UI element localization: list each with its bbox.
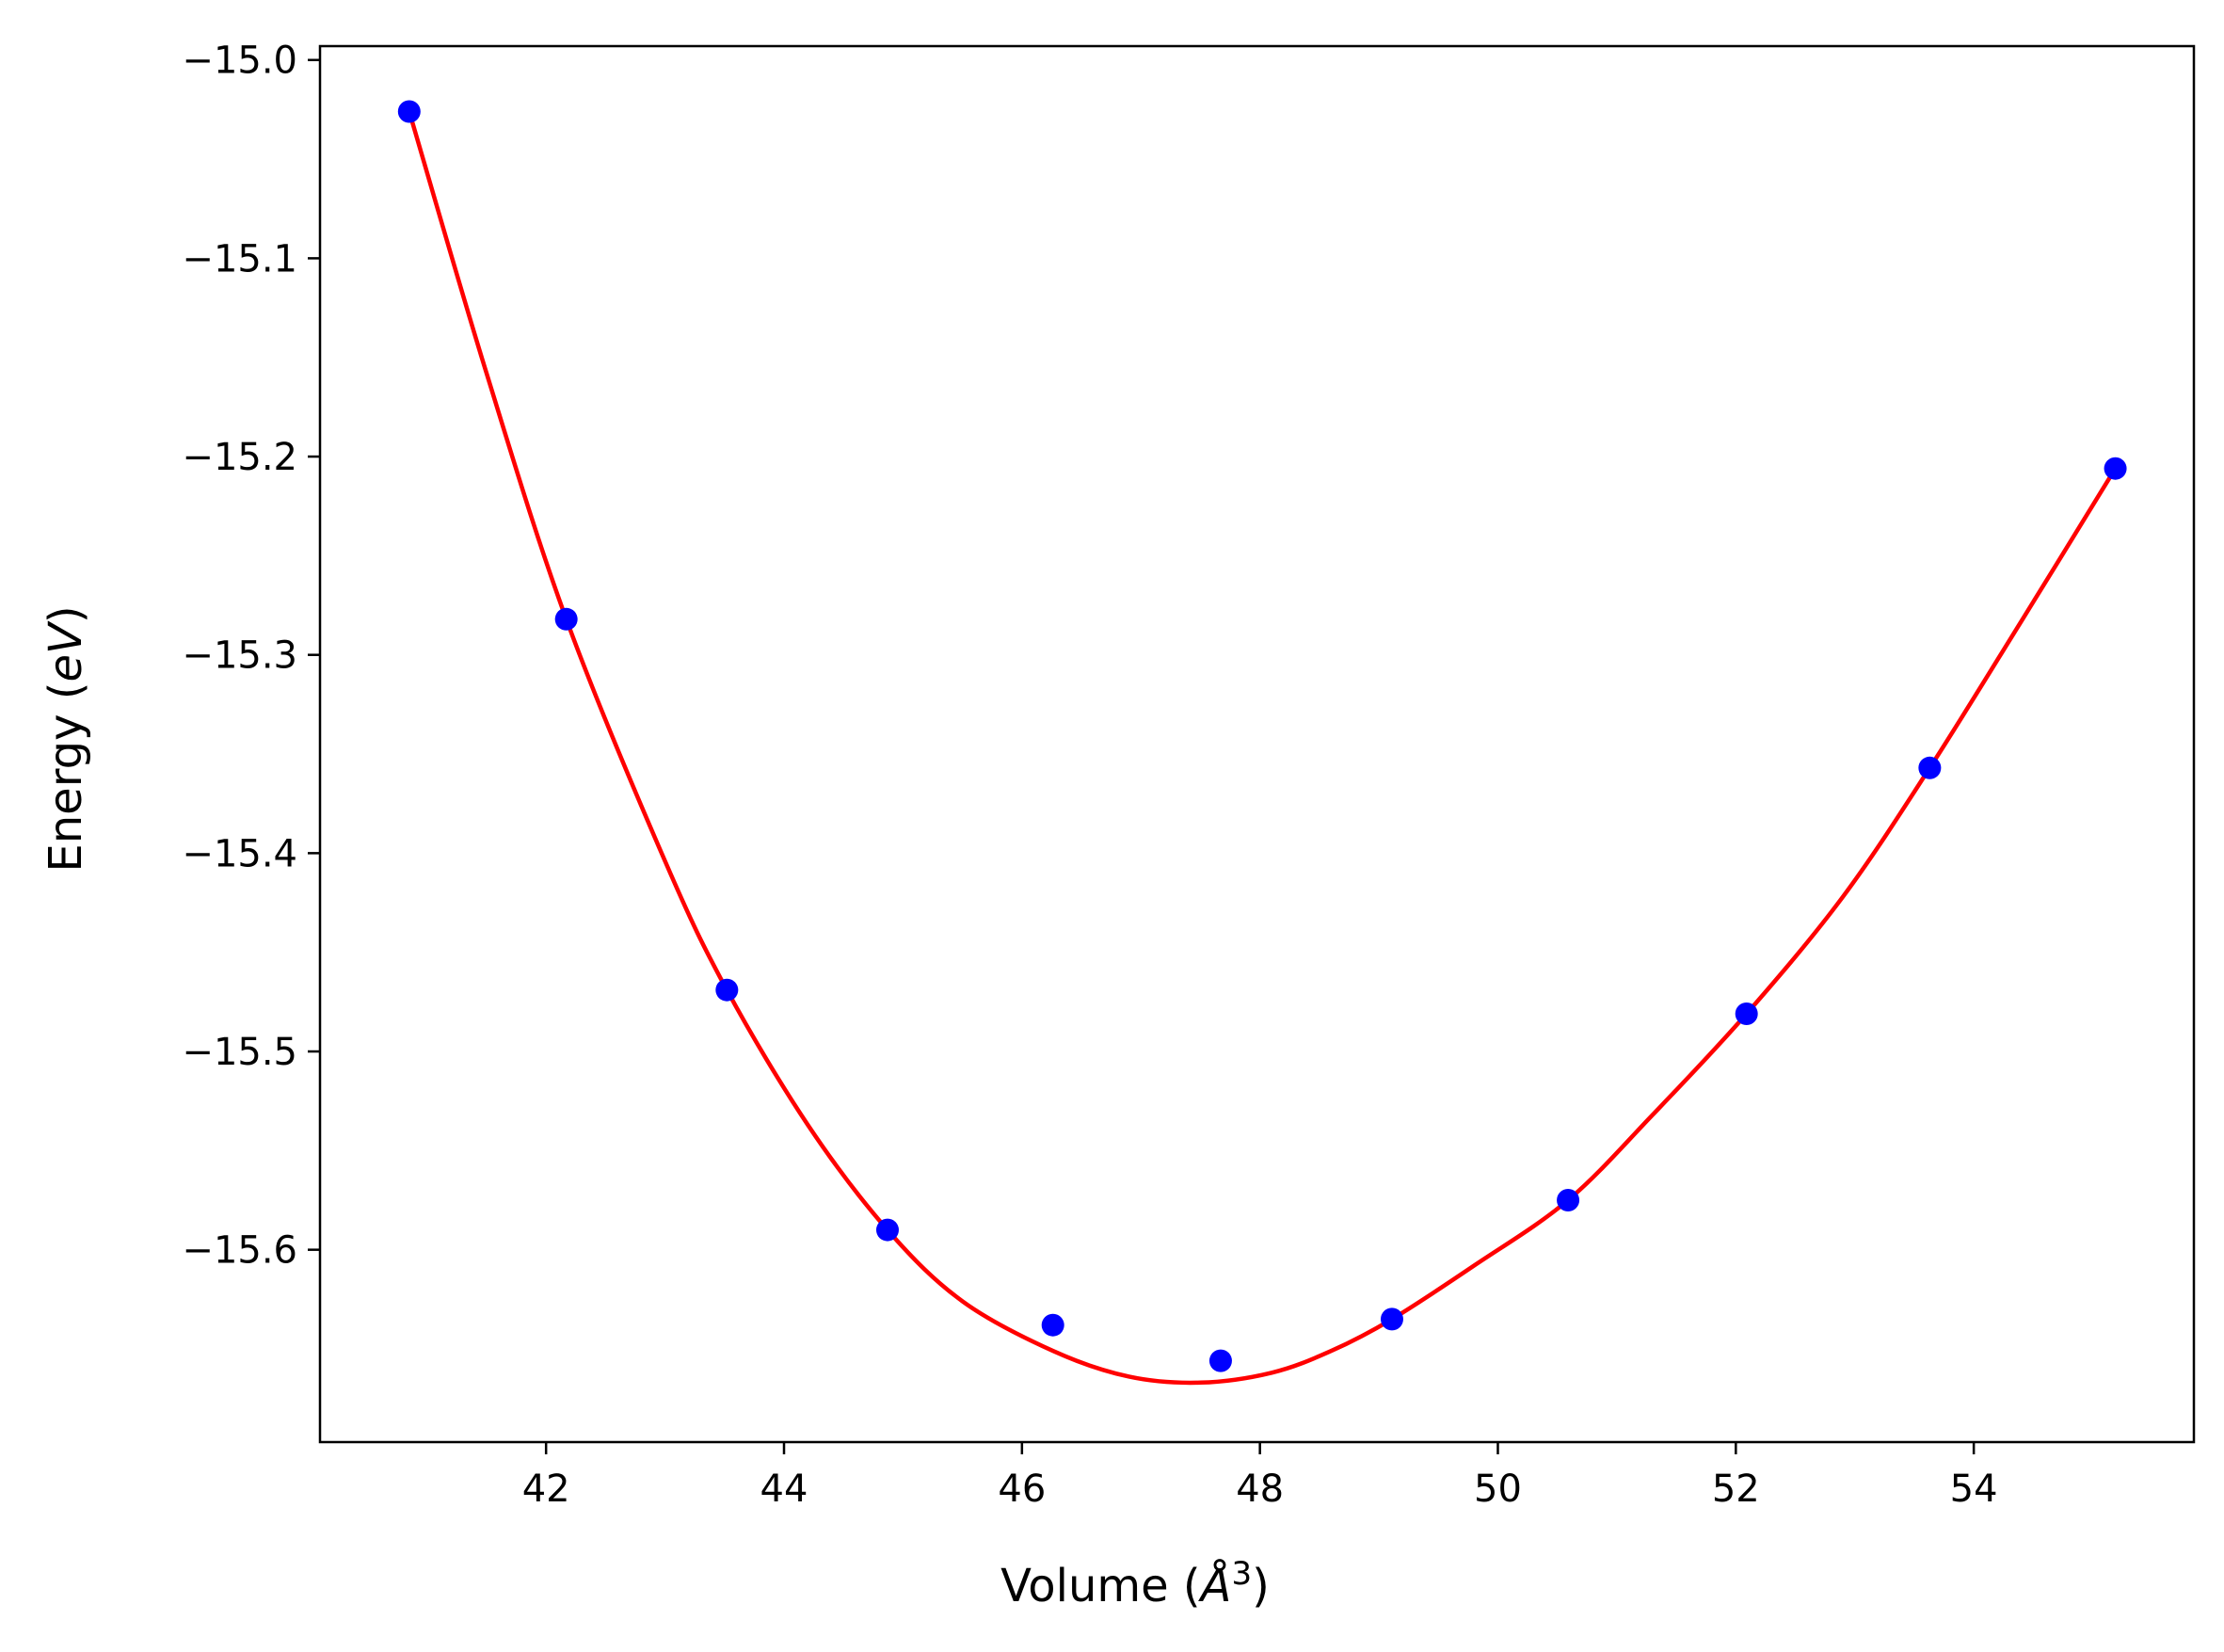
y-tick-label: −15.3 — [182, 634, 297, 678]
y-axis-label-main: Energy ( — [40, 682, 92, 873]
y-tick-label: −15.1 — [182, 237, 297, 281]
y-tick-label: −15.2 — [182, 436, 297, 479]
x-axis-label-unit: Å — [1198, 1559, 1232, 1612]
y-tick-label: −15.6 — [182, 1229, 297, 1273]
data-point — [1208, 1349, 1232, 1372]
x-axis-label: Volume (Å3) — [1000, 1555, 1270, 1612]
y-tick-label: −15.0 — [182, 40, 297, 83]
data-point — [2104, 457, 2127, 480]
data-point — [715, 978, 739, 1002]
x-axis-label-main: Volume ( — [1000, 1560, 1201, 1612]
data-point — [1557, 1189, 1580, 1212]
plot-area — [397, 100, 2127, 1386]
data-point — [1918, 756, 1942, 779]
x-axis-label-exponent: 3 — [1231, 1555, 1252, 1593]
y-axis-label-close: ) — [40, 605, 92, 623]
data-point — [1735, 1002, 1758, 1025]
x-tick-label: 46 — [998, 1468, 1046, 1511]
x-tick-label: 48 — [1236, 1468, 1284, 1511]
x-tick-label: 52 — [1712, 1468, 1760, 1511]
x-tick-label: 54 — [1950, 1468, 1998, 1511]
plot-frame — [318, 44, 2196, 1444]
data-point — [875, 1218, 899, 1242]
x-tick-label: 42 — [522, 1468, 570, 1511]
y-axis-ticks: −15.0 −15.1 −15.2 −15.3 −15.4 −15.5 −15.6 — [182, 40, 320, 1273]
x-axis-ticks: 42 44 46 48 50 52 54 — [522, 1442, 1998, 1511]
fit-curve-line — [407, 110, 2118, 1386]
x-axis-label-close: ) — [1252, 1560, 1270, 1612]
y-tick-label: −15.5 — [182, 1031, 297, 1074]
x-tick-label: 44 — [760, 1468, 808, 1511]
y-axis-label-unit: eV — [40, 620, 92, 682]
data-point — [1380, 1307, 1403, 1331]
data-point — [1041, 1313, 1064, 1337]
y-axis-label: Energy (eV) — [40, 605, 92, 872]
data-point — [554, 607, 578, 631]
y-tick-label: −15.4 — [182, 832, 297, 875]
x-tick-label: 50 — [1474, 1468, 1522, 1511]
data-point — [397, 100, 421, 123]
